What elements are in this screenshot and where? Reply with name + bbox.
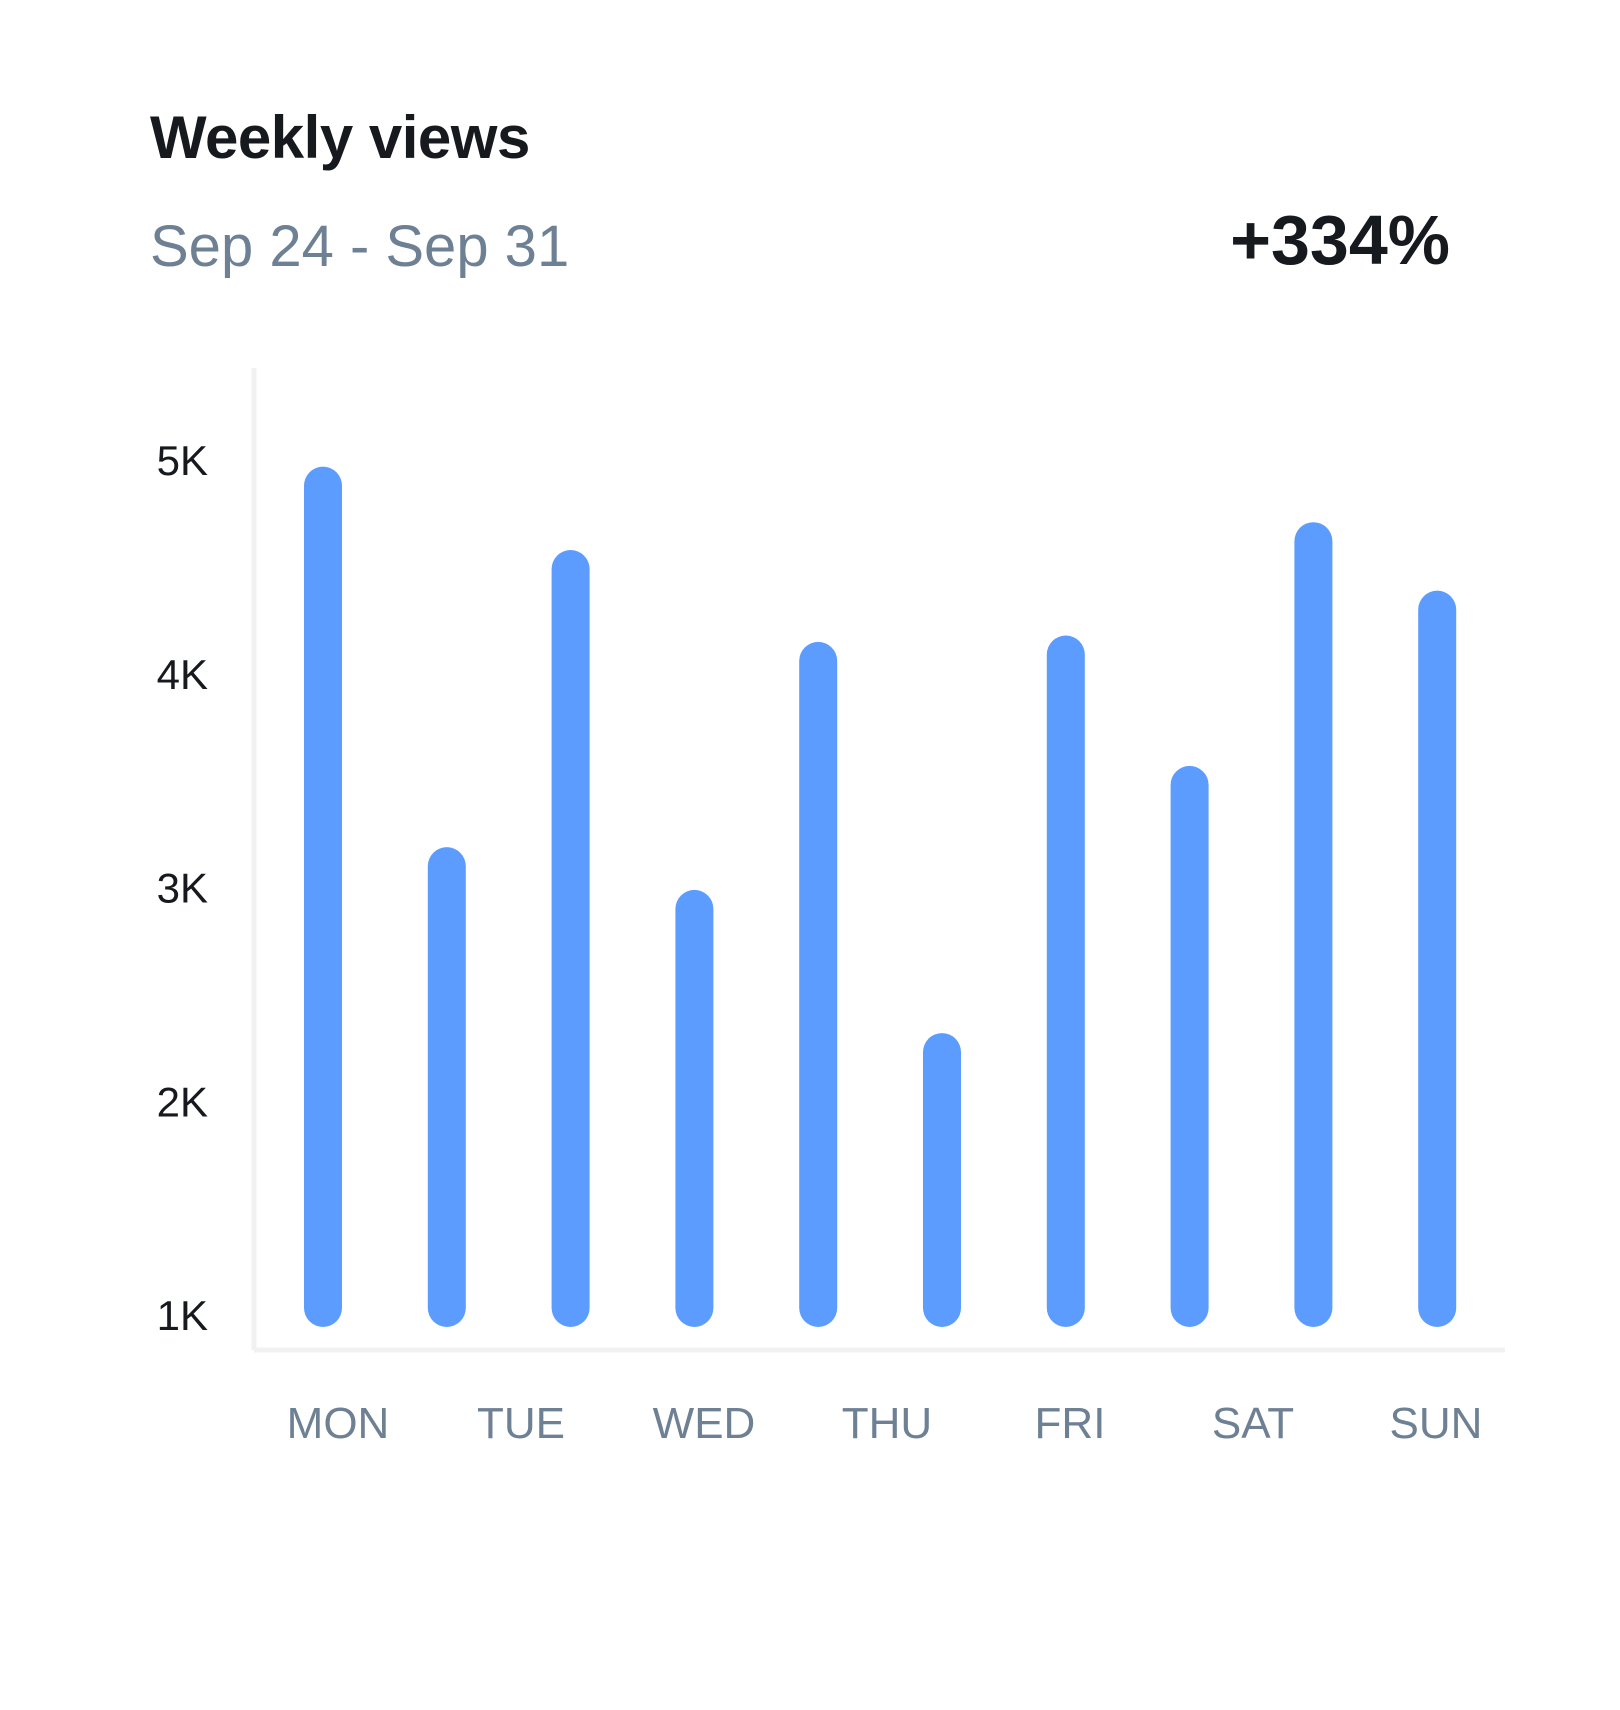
y-tick-label: 4K	[157, 651, 208, 698]
x-tick-label: WED	[653, 1399, 756, 1448]
y-tick-label: 2K	[157, 1078, 208, 1125]
x-tick-label: THU	[842, 1399, 932, 1448]
chart-title: Weekly views	[150, 104, 530, 171]
bars	[304, 466, 1457, 1327]
x-tick-label: SUN	[1390, 1399, 1483, 1448]
x-tick-label: SAT	[1212, 1399, 1294, 1448]
date-range: Sep 24 - Sep 31	[150, 214, 570, 279]
change-percentage: +334%	[1230, 201, 1450, 279]
x-tick-labels: MON TUE WED THU FRI SAT SUN	[287, 1399, 1483, 1448]
y-tick-label: 1K	[157, 1292, 208, 1339]
y-tick-label: 5K	[157, 437, 208, 484]
x-tick-label: MON	[287, 1399, 390, 1448]
y-tick-label: 3K	[157, 865, 208, 912]
y-tick-labels: 1K 2K 3K 4K 5K	[157, 437, 208, 1339]
x-tick-label: TUE	[477, 1399, 565, 1448]
x-tick-label: FRI	[1035, 1399, 1106, 1448]
